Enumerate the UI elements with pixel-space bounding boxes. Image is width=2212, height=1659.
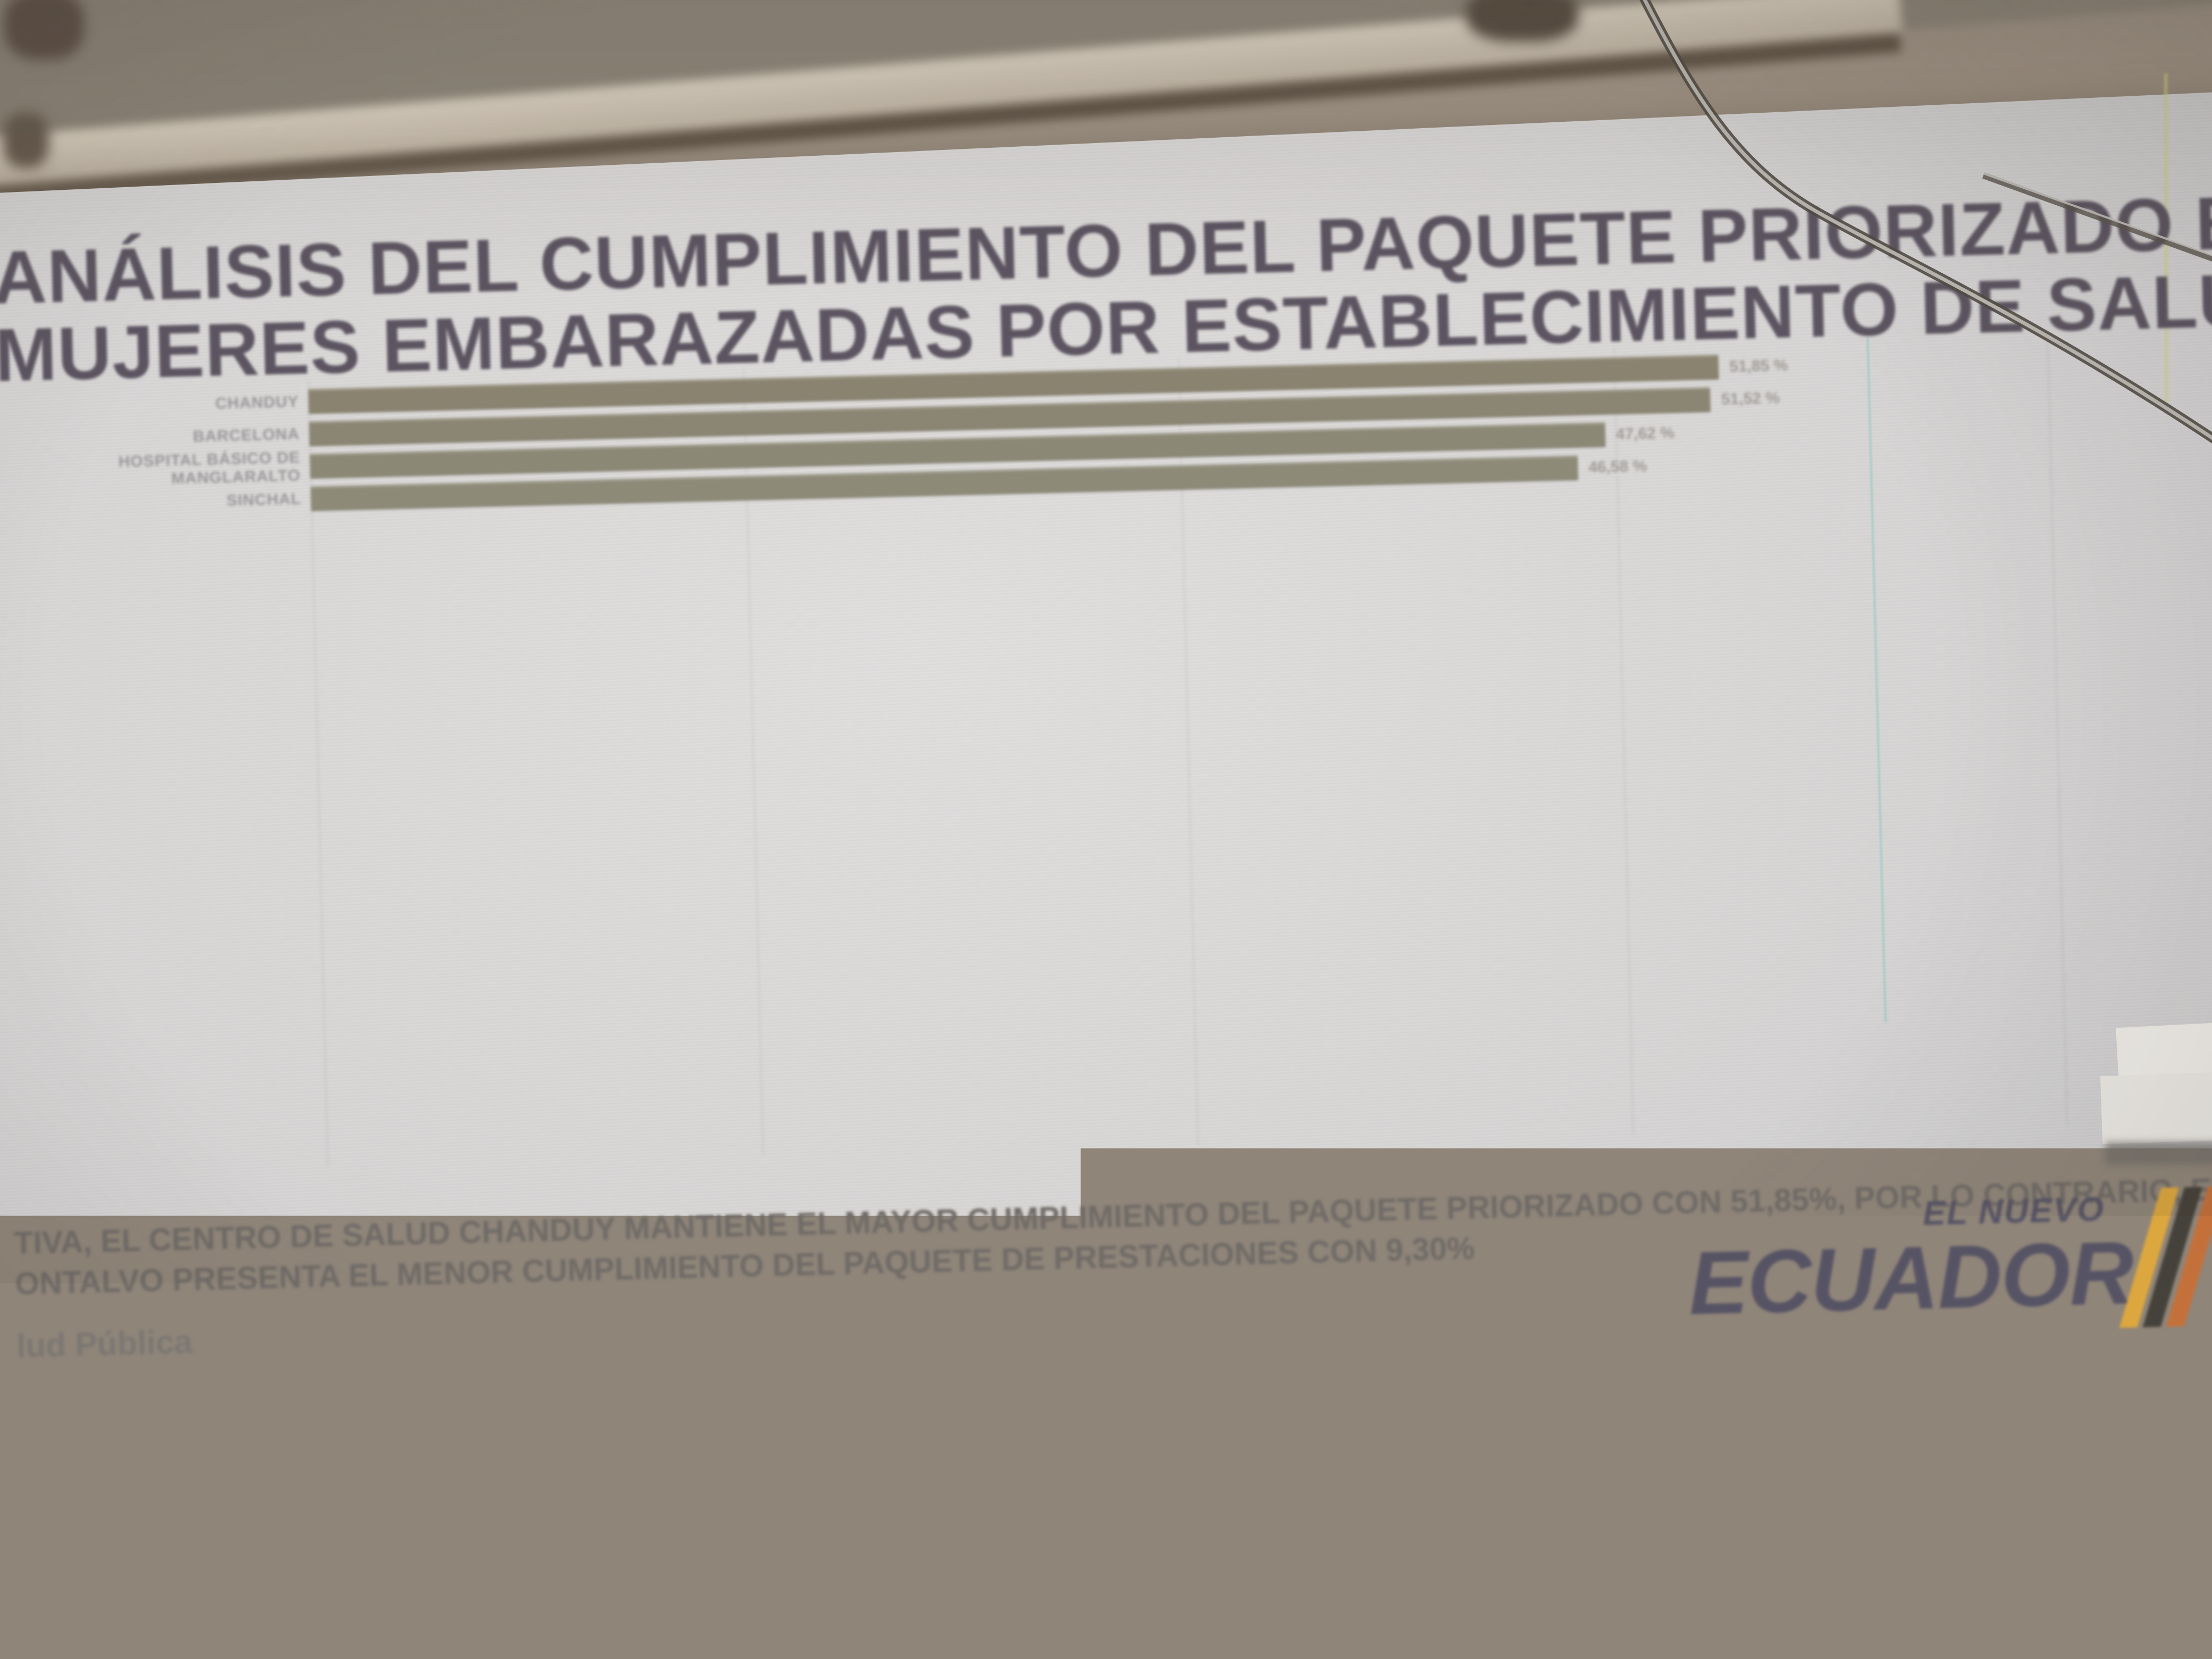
category-label: OLÓN	[7, 782, 319, 807]
value-label: 35,06 %	[1284, 822, 1343, 841]
chart-rows: CHANDUY 51,85 % BARCELONA 51,52 % HOSPIT…	[0, 342, 2068, 1171]
category-label: SAN PABLO	[12, 1009, 324, 1034]
value-label: 45,98 %	[1573, 490, 1632, 509]
paper-shadow	[2106, 1142, 2212, 1164]
value-label: 24,56 %	[1003, 1055, 1062, 1075]
value-label: 47,62 %	[1616, 424, 1675, 443]
value-label: 33,33 %	[1237, 855, 1296, 875]
value-label: 29,97 %	[1149, 987, 1208, 1007]
bar-chart: CHANDUY 51,85 % BARCELONA 51,52 % HOSPIT…	[0, 342, 2073, 1171]
bar-area	[326, 1128, 580, 1160]
category-label: JULIO MORENO	[4, 652, 315, 677]
value-label: 9,30 %	[590, 1130, 640, 1150]
value-label: 45,76 %	[1568, 522, 1627, 542]
category-label: MANANTIAL DE GUANGALA	[6, 749, 317, 775]
category-label: CHANDUY	[0, 392, 308, 418]
ministry-footer-text: lud Pública	[16, 1323, 192, 1365]
value-label: 51,85 %	[1729, 356, 1788, 376]
category-label: BALLENITA	[10, 911, 321, 937]
category-label: SANTA ELENA	[11, 976, 323, 1002]
category-label: MONTEVERDE	[13, 1041, 324, 1067]
category-label: CADEATE	[5, 717, 317, 742]
category-label: COLONCHE	[9, 847, 320, 872]
value-label: 41,18 %	[1445, 623, 1504, 642]
value-label: 45,45 %	[1560, 555, 1619, 575]
category-label: EL AZÚCAR	[3, 619, 314, 645]
paper-on-wall-lower	[2100, 1072, 2212, 1144]
category-label: SAN ANTONIO	[14, 1106, 326, 1132]
el-nuevo-ecuador-logo: EL NUEVO ECUADOR	[1689, 1186, 2212, 1359]
value-label: 31,22 %	[1182, 953, 1241, 973]
photo-frame: ANÁLISIS DEL CUMPLIMIENTO DEL PAQUETE PR…	[0, 0, 2212, 1659]
value-label: 42,77 %	[1488, 589, 1547, 609]
value-label: 38,89 %	[1384, 657, 1443, 676]
value-label: 35,14 %	[1285, 789, 1344, 809]
value-label: 23,06 %	[963, 1089, 1023, 1109]
category-label: JUAN MONTALVO	[15, 1138, 327, 1163]
category-label: SAN JOSÉ DE ANCÓN	[1, 555, 313, 580]
value-label: 31,82 %	[1198, 921, 1257, 941]
value-label: 32,73 %	[1222, 888, 1281, 908]
value-label: 37,65 %	[1352, 722, 1411, 742]
category-label: BARCELONA	[0, 425, 309, 450]
category-label: PECHICHE	[9, 879, 321, 904]
category-label: SINCHAL	[0, 490, 311, 515]
category-label: ATAHUALPA	[1, 522, 312, 548]
value-label: 37,78 %	[1354, 690, 1413, 709]
category-label: BAJADA DE CHANDUY	[2, 587, 314, 613]
value-label: 46,58 %	[1588, 457, 1647, 476]
category-label: SALINAS	[4, 684, 316, 710]
value-label: 37,23 %	[1341, 755, 1400, 775]
logo-ecuador-text: ECUADOR	[1687, 1221, 2134, 1335]
value-label: 27,12 %	[1073, 1021, 1132, 1041]
category-label: BAMBIL DESHECHO	[14, 1074, 325, 1099]
category-label: PUERTO CHANDUY	[7, 814, 319, 840]
category-label: SAN PEDRO	[11, 944, 322, 969]
bar	[326, 1128, 580, 1160]
value-label: 51,52 %	[1721, 389, 1780, 408]
wall-below-screen	[0, 1423, 2212, 1659]
